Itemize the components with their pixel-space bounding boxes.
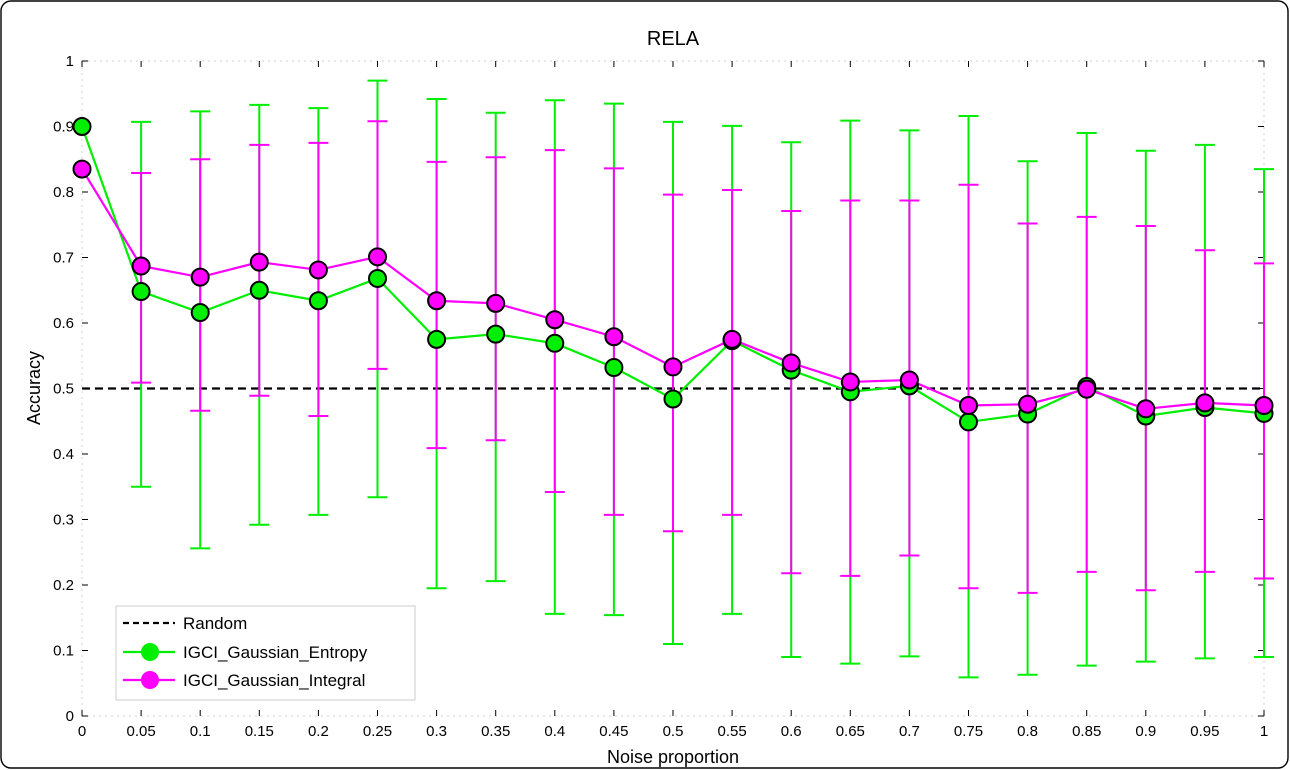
x-tick-label: 0.5 [663, 723, 684, 740]
x-tick-label: 0.7 [899, 723, 920, 740]
x-tick-label: 0.85 [1072, 723, 1101, 740]
x-tick-label: 0.75 [954, 723, 983, 740]
x-tick-label: 0 [78, 723, 86, 740]
x-tick-label: 0.15 [245, 723, 274, 740]
igci-gaussian-integral-point [190, 267, 210, 287]
legend-random-label: Random [183, 614, 247, 633]
igci-gaussian-entropy-point [72, 117, 92, 136]
x-tick-label: 0.55 [717, 723, 746, 740]
igci-gaussian-entropy-point [604, 358, 624, 378]
igci-gaussian-entropy-point [959, 412, 978, 432]
x-tick-label: 0.6 [781, 723, 802, 740]
x-tick-label: 1 [1260, 723, 1268, 740]
x-tick-label: 0.8 [1017, 723, 1038, 740]
legend-entropy-swatch-marker [141, 643, 159, 661]
legend: Random IGCI_Gaussian_Entropy IGCI_Gaussi… [115, 605, 416, 701]
legend-integral-swatch-marker [141, 671, 159, 689]
igci-gaussian-integral-point [959, 396, 978, 416]
x-tick-label: 0.9 [1135, 723, 1156, 740]
y-tick-label: 0.9 [53, 119, 74, 136]
igci-gaussian-integral-point [1018, 394, 1038, 414]
x-tick-label: 0.3 [426, 723, 447, 740]
y-axis-title: Accuracy [24, 351, 44, 425]
igci-gaussian-entropy-point [663, 389, 683, 409]
chart-title: RELA [647, 28, 700, 50]
y-tick-label: 0.5 [53, 381, 74, 398]
y-tick-label: 0.7 [53, 250, 74, 267]
igci-gaussian-entropy-point [486, 324, 506, 344]
x-tick-label: 0.4 [544, 723, 565, 740]
igci-gaussian-integral-point [545, 310, 565, 330]
y-axis: 0 0.1 0.2 0.3 0.4 0.5 0.6 0.7 0.8 0.9 1 [53, 53, 1264, 725]
igci-gaussian-entropy-point [427, 329, 447, 349]
x-tick-label: 0.25 [363, 723, 392, 740]
x-tick-label: 0.35 [481, 723, 510, 740]
igci-gaussian-integral-point [604, 327, 624, 347]
y-tick-label: 0 [66, 708, 74, 725]
igci-gaussian-integral-point [781, 353, 801, 373]
x-axis-title: Noise proportion [607, 747, 739, 767]
igci-gaussian-entropy-point [308, 291, 328, 311]
y-tick-label: 1 [66, 53, 74, 70]
igci-gaussian-entropy-point [131, 282, 151, 302]
legend-integral-label: IGCI_Gaussian_Integral [183, 671, 365, 690]
igci-gaussian-integral-point [722, 329, 742, 349]
x-axis: 0 0.05 0.1 0.15 0.2 0.25 0.3 0.35 0.4 0.45 0.5 0.55… [78, 61, 1268, 740]
igci-gaussian-integral-point [1195, 393, 1215, 413]
igci-gaussian-integral-point [249, 252, 269, 272]
y-tick-label: 0.8 [53, 184, 74, 201]
igci-gaussian-integral-point [1136, 399, 1156, 419]
igci-gaussian-entropy-point [249, 280, 269, 300]
igci-gaussian-integral-point [308, 260, 328, 280]
x-tick-label: 0.1 [190, 723, 211, 740]
igci-gaussian-integral-point [663, 357, 683, 377]
y-tick-label: 0.1 [53, 643, 74, 660]
igci-gaussian-integral-point [72, 159, 92, 179]
y-tick-label: 0.2 [53, 577, 74, 594]
x-tick-label: 0.05 [126, 723, 155, 740]
legend-entropy-label: IGCI_Gaussian_Entropy [183, 643, 368, 662]
igci-gaussian-integral-point [486, 293, 506, 313]
x-tick-label: 0.65 [836, 723, 865, 740]
igci-gaussian-integral-point [1254, 396, 1274, 416]
x-tick-label: 0.45 [599, 723, 628, 740]
y-tick-label: 0.6 [53, 315, 74, 332]
x-tick-label: 0.2 [308, 723, 329, 740]
igci-gaussian-integral-point [131, 256, 151, 276]
igci-gaussian-integral-point [899, 370, 919, 390]
igci-gaussian-entropy-point [545, 333, 565, 353]
igci-gaussian-integral-point [427, 291, 447, 311]
y-tick-label: 0.3 [53, 512, 74, 529]
series-points [72, 117, 1274, 432]
y-tick-label: 0.4 [53, 446, 74, 463]
igci-gaussian-integral-point [1077, 379, 1097, 399]
igci-gaussian-integral-point [840, 372, 860, 392]
x-tick-label: 0.95 [1190, 723, 1219, 740]
igci-gaussian-integral-point [368, 247, 387, 267]
igci-gaussian-entropy-point [190, 303, 210, 323]
igci-gaussian-entropy-point [368, 268, 387, 288]
